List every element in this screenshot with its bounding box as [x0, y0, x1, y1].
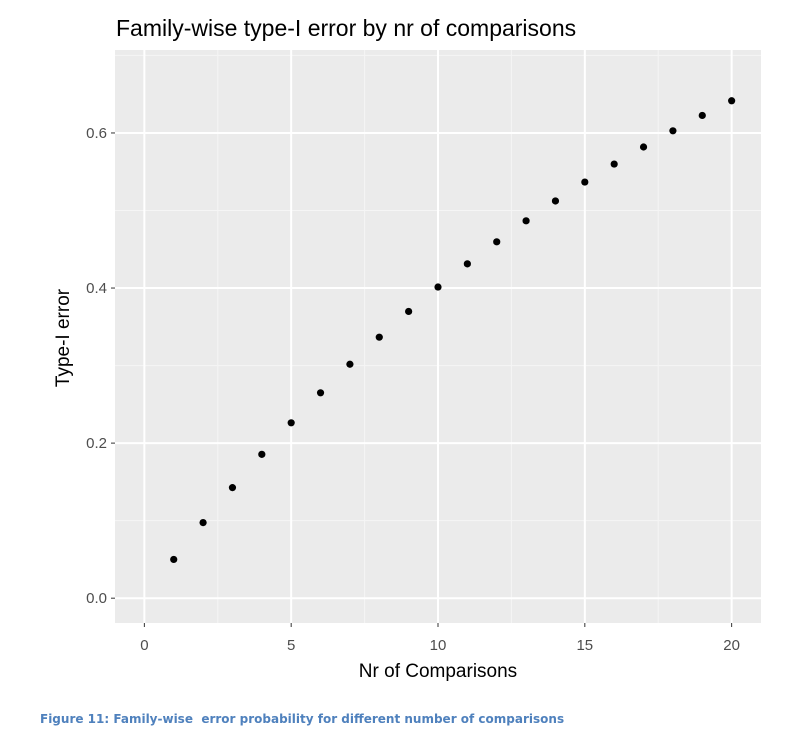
data-point: [522, 217, 530, 225]
data-point: [375, 333, 383, 341]
x-tick-label: 20: [723, 637, 740, 654]
major-gridlines: [115, 50, 761, 623]
data-point: [434, 283, 442, 291]
x-tick-label: 0: [140, 637, 148, 654]
y-axis-label: Type-I error: [53, 288, 74, 387]
x-tick-label: 5: [287, 637, 295, 654]
data-point: [258, 450, 266, 458]
x-tick-label: 10: [430, 637, 447, 654]
y-tick-label: 0.0: [86, 590, 107, 607]
data-point: [228, 484, 237, 492]
data-point: [405, 307, 413, 316]
data-points: [170, 97, 736, 564]
data-point: [669, 127, 677, 135]
figure-caption: Figure 11: Family-wise error probability…: [40, 712, 565, 726]
y-axis-ticks: 0.0 0.2 0.4 0.6: [86, 125, 115, 607]
y-tick-label: 0.6: [86, 125, 107, 142]
data-point: [610, 160, 618, 168]
data-point: [463, 260, 471, 268]
data-point: [316, 389, 325, 397]
chart-title: Family-wise type-I error by nr of compar…: [116, 15, 576, 41]
y-tick-label: 0.4: [86, 280, 107, 297]
x-axis-ticks: 0 5 10 15 20: [140, 623, 740, 654]
x-axis-label: Nr of Comparisons: [359, 661, 517, 682]
data-point: [170, 555, 178, 564]
data-point: [287, 419, 295, 427]
data-point: [493, 238, 501, 246]
x-tick-label: 15: [576, 637, 593, 654]
data-point: [698, 111, 706, 120]
data-point: [551, 197, 560, 205]
data-point: [581, 178, 589, 186]
data-point: [728, 97, 736, 105]
y-tick-label: 0.2: [86, 435, 107, 452]
data-point: [639, 143, 648, 151]
data-point: [199, 518, 207, 527]
data-point: [346, 360, 354, 368]
